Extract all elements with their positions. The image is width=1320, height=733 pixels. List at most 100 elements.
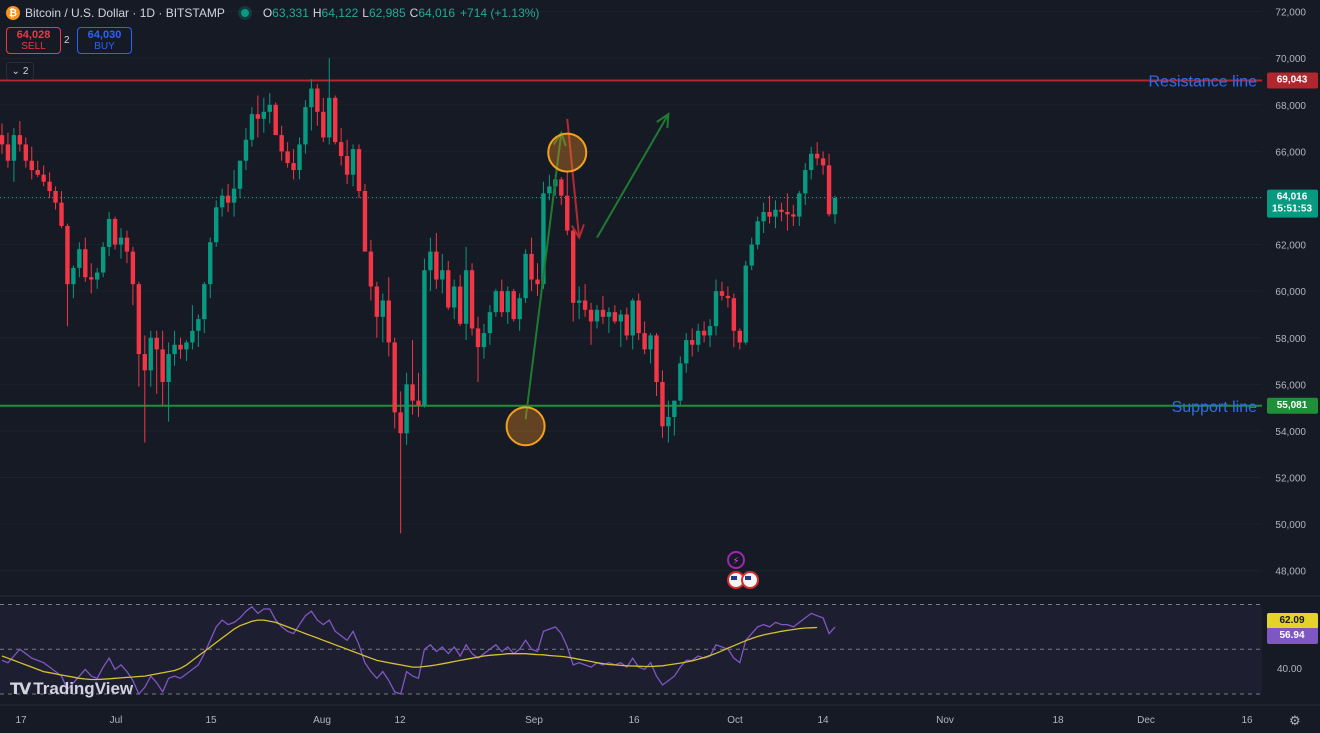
candle-body [184,342,189,350]
resistance-tag-text: 69,043 [1277,75,1308,86]
bitcoin-icon: ₿ [6,6,20,20]
candle-body [291,163,296,171]
flash-event-glyph: ⚡ [732,556,739,567]
time-tick-label: 16 [628,715,640,726]
time-tick-label: 16 [1241,715,1253,726]
candle-body [576,300,582,303]
candle-body [53,191,58,203]
candle-body [196,319,201,331]
tradingview-logo[interactable]: 𝗧𝗩 TradingView [10,679,133,699]
spread-value: 2 [64,35,70,46]
us-flag-canton [745,576,751,580]
price-tick-label: 52,000 [1275,474,1306,485]
candle-body [594,309,600,322]
trend-arrow-up [524,132,563,420]
candle-body [154,337,159,350]
us-flag-canton [731,576,737,580]
candle-body [124,237,130,252]
candle-body [130,251,136,285]
candle-body [362,191,368,252]
candle-body [565,195,570,231]
candle-body [678,363,683,401]
candle-body [219,195,225,208]
candle-body [654,335,659,383]
candle-body [809,153,814,171]
candle-body [261,111,266,119]
candle-body [309,88,314,108]
ohlc-high: 64,122 [321,6,359,20]
candle-body [178,344,183,350]
ohlc-close-label: C [409,6,419,20]
candle-body [779,209,784,212]
candle-body [600,309,606,317]
candle-body [356,149,362,192]
candle-body [791,214,796,217]
last-price-tag-text: 64,016 [1277,192,1308,203]
time-tick-label: Aug [313,715,331,726]
chevron-down-icon: ⌄ [11,65,20,77]
highlight-circle [547,132,588,173]
ohlc-low: 62,985 [368,6,406,20]
candle-body [440,270,445,280]
time-tick-label: 18 [1052,715,1064,726]
price-tick-label: 66,000 [1275,147,1306,158]
candle-body [386,300,391,343]
candle-body [755,221,760,245]
buy-label: BUY [94,41,115,52]
candle-body [648,335,653,350]
price-axis [1262,0,1320,733]
candle-body [392,342,397,413]
candle-body [606,312,612,317]
chart-header: ₿ Bitcoin / U.S. Dollar · 1D · BITSTAMP … [6,4,539,22]
trend-arrow-down-head [570,224,585,240]
candle-body [743,265,748,343]
trend-arrow-up-head [656,112,670,129]
candle-body [29,160,34,171]
candle-body [630,300,635,336]
candle-body [65,225,70,285]
buy-button[interactable]: 64,030 BUY [77,27,132,54]
candle-body [285,151,290,164]
time-tick-label: 17 [15,715,27,726]
candle-body [303,107,308,145]
candle-body [624,314,629,336]
candle-body [136,284,142,355]
indicators-toggle[interactable]: ⌄ 2 [6,62,34,80]
price-tick-label: 68,000 [1275,101,1306,112]
candle-body [243,139,249,161]
buy-price: 64,030 [87,29,122,41]
price-tick-label: 48,000 [1275,567,1306,578]
candle-body [832,198,838,215]
candle-body [106,218,112,247]
candle-body [297,144,302,171]
ohlc-open: 63,331 [272,6,309,20]
candle-body [23,144,28,161]
price-tick-label: 72,000 [1275,8,1306,19]
candle-body [487,312,493,334]
candle-body [47,181,52,192]
candle-body [35,170,40,175]
candle-body [374,286,380,317]
sell-button[interactable]: 64,028 SELL [6,27,61,54]
time-tick-label: Jul [110,715,123,726]
candle-body [422,270,427,406]
candle-body [814,153,820,159]
candle-body [410,384,415,401]
candle-body [17,135,23,145]
price-tick-label: 54,000 [1275,427,1306,438]
candle-body [559,179,564,196]
symbol-title[interactable]: Bitcoin / U.S. Dollar · 1D · BITSTAMP [25,6,225,20]
candle-body [785,211,790,215]
gear-icon[interactable]: ⚙ [1289,713,1301,728]
highlight-circle [505,406,546,447]
ohlc-close: 64,016 [418,6,456,20]
candle-body [380,300,385,317]
candle-body [690,340,695,345]
sell-price: 64,028 [16,29,51,41]
candle-body [749,244,754,266]
support-tag [1267,397,1318,414]
indicators-count: 2 [22,65,29,77]
candle-body [457,286,463,324]
candle-body [327,97,332,138]
